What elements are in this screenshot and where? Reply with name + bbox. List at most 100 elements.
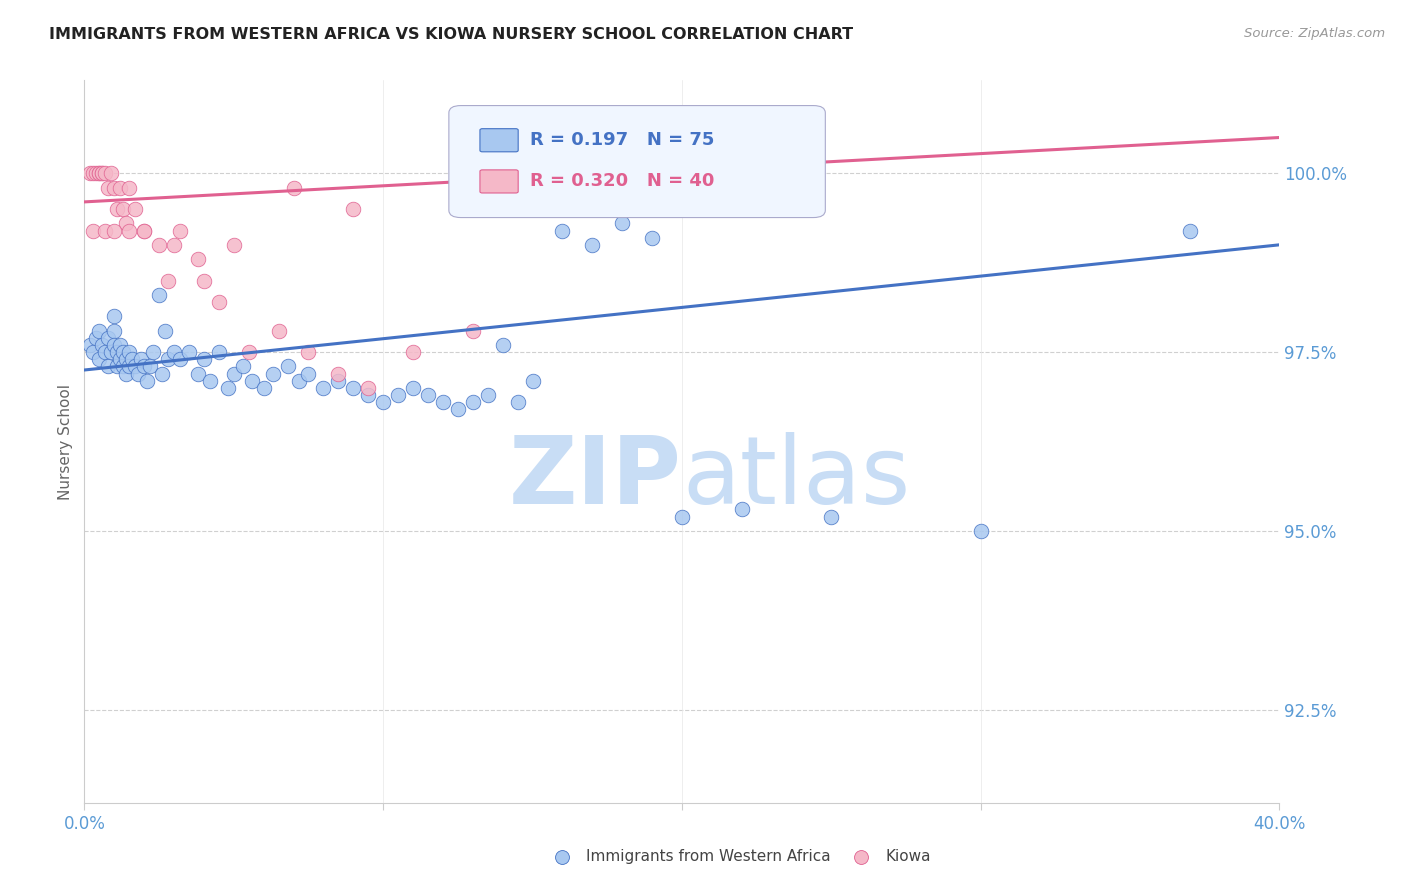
Point: [132, 223, 156, 237]
FancyBboxPatch shape: [479, 128, 519, 152]
FancyBboxPatch shape: [479, 169, 519, 193]
Point: [89, 352, 111, 367]
Point: [357, 388, 380, 402]
Point: [193, 274, 215, 288]
Point: [357, 381, 380, 395]
Point: [103, 223, 125, 237]
Point: [283, 180, 305, 194]
Point: [129, 352, 152, 367]
Point: [447, 402, 470, 417]
Point: [163, 237, 186, 252]
Point: [416, 388, 439, 402]
Point: [94, 166, 117, 180]
Point: [89, 324, 111, 338]
Point: [312, 381, 335, 395]
Point: [506, 395, 529, 409]
Point: [153, 324, 176, 338]
Point: [82, 223, 104, 237]
Point: [124, 202, 146, 216]
Point: [217, 381, 239, 395]
Text: Kiowa: Kiowa: [886, 849, 931, 864]
Point: [267, 324, 290, 338]
Point: [97, 331, 120, 345]
Point: [492, 338, 515, 352]
Point: [297, 367, 319, 381]
Point: [328, 367, 350, 381]
Point: [222, 367, 245, 381]
Point: [461, 395, 484, 409]
Point: [100, 166, 122, 180]
FancyBboxPatch shape: [449, 105, 825, 218]
Point: [522, 374, 544, 388]
Point: [124, 359, 146, 374]
Point: [402, 381, 425, 395]
Point: [157, 352, 180, 367]
Point: [238, 345, 260, 359]
Point: [432, 395, 454, 409]
Point: [82, 166, 104, 180]
Point: [288, 374, 311, 388]
Point: [150, 367, 173, 381]
Point: [187, 367, 209, 381]
Point: [222, 237, 245, 252]
Point: [112, 202, 135, 216]
Point: [169, 223, 191, 237]
Point: [461, 324, 484, 338]
Point: [157, 274, 180, 288]
Point: [163, 345, 186, 359]
Point: [82, 345, 104, 359]
Point: [208, 345, 231, 359]
Text: R = 0.320   N = 40: R = 0.320 N = 40: [530, 172, 714, 190]
Point: [115, 216, 138, 230]
Point: [105, 345, 128, 359]
Point: [169, 352, 191, 367]
Point: [110, 338, 132, 352]
Point: [240, 374, 263, 388]
Text: IMMIGRANTS FROM WESTERN AFRICA VS KIOWA NURSERY SCHOOL CORRELATION CHART: IMMIGRANTS FROM WESTERN AFRICA VS KIOWA …: [49, 27, 853, 42]
Point: [91, 166, 114, 180]
Point: [1178, 223, 1201, 237]
Point: [91, 338, 114, 352]
Point: [121, 352, 143, 367]
Point: [177, 345, 200, 359]
Point: [262, 367, 284, 381]
Point: [641, 230, 664, 244]
Point: [89, 166, 111, 180]
Point: [612, 216, 634, 230]
Point: [970, 524, 993, 538]
Point: [115, 352, 138, 367]
Point: [97, 180, 120, 194]
Point: [89, 166, 111, 180]
Point: [86, 166, 108, 180]
Point: [91, 166, 114, 180]
Point: [671, 509, 693, 524]
Point: [132, 359, 156, 374]
Point: [103, 324, 125, 338]
Point: [110, 352, 132, 367]
Point: [112, 345, 135, 359]
Text: Immigrants from Western Africa: Immigrants from Western Africa: [586, 849, 831, 864]
Point: [551, 223, 574, 237]
Point: [187, 252, 209, 266]
Point: [94, 345, 117, 359]
Point: [198, 374, 221, 388]
Text: atlas: atlas: [682, 432, 910, 524]
Point: [148, 237, 170, 252]
Point: [136, 374, 159, 388]
Text: ZIP: ZIP: [509, 432, 682, 524]
Point: [232, 359, 254, 374]
Point: [477, 388, 499, 402]
Point: [277, 359, 299, 374]
Point: [118, 359, 141, 374]
Point: [342, 381, 364, 395]
Point: [79, 338, 101, 352]
Point: [94, 223, 117, 237]
Point: [103, 338, 125, 352]
Point: [127, 367, 149, 381]
Point: [193, 352, 215, 367]
Point: [387, 388, 409, 402]
Point: [86, 331, 108, 345]
Point: [103, 310, 125, 324]
Point: [105, 202, 128, 216]
Point: [118, 223, 141, 237]
